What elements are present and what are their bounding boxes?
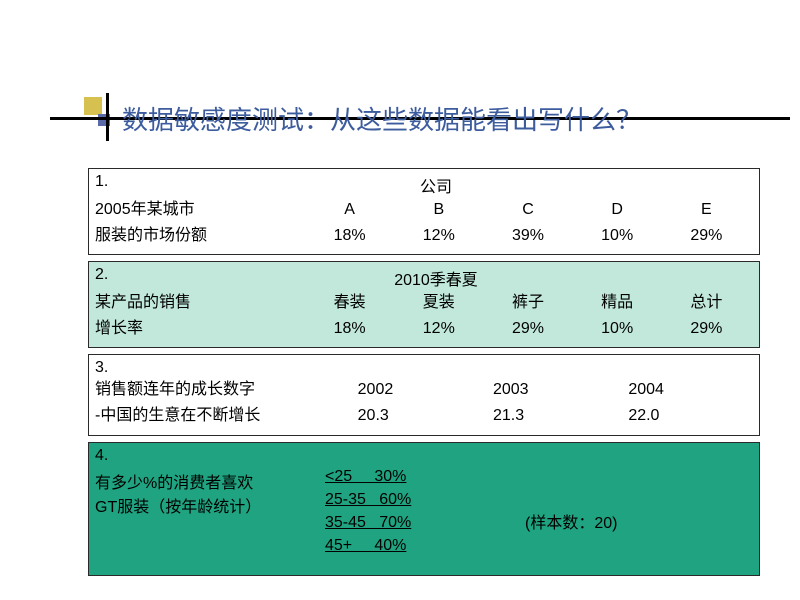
box2-r1c2: 29% bbox=[490, 316, 566, 342]
box4-left-line1: 有多少%的消费者喜欢 bbox=[95, 469, 325, 493]
box2-row1-label: 增长率 bbox=[95, 316, 305, 342]
box2-r0c1: 夏装 bbox=[401, 290, 477, 316]
box2-r0c2: 裤子 bbox=[490, 290, 566, 316]
box2-row0-label: 某产品的销售 bbox=[95, 290, 305, 316]
box3-num: 3. bbox=[95, 359, 121, 377]
box3-r0c1: 2003 bbox=[493, 377, 603, 403]
box1-r0c4: E bbox=[668, 197, 744, 223]
box3-r0c0: 2002 bbox=[358, 377, 468, 403]
box1-r1c0: 18% bbox=[312, 223, 388, 249]
box4-mid-1: 25-35 60% bbox=[325, 488, 525, 511]
box3-r1c1: 21.3 bbox=[493, 403, 603, 429]
box1-r0c0: A bbox=[312, 197, 388, 223]
box4-mid-2: 35-45 70% bbox=[325, 511, 525, 534]
box-1: 1. 公司 2005年某城市 A B C D E 服装的市场份额 18% 12% bbox=[88, 168, 760, 255]
box1-r0c3: D bbox=[579, 197, 655, 223]
box1-r1c4: 29% bbox=[668, 223, 744, 249]
content-area: 1. 公司 2005年某城市 A B C D E 服装的市场份额 18% 12% bbox=[88, 168, 760, 582]
box-4: 4. 有多少%的消费者喜欢 GT服装（按年龄统计） <25 30% 25-35 … bbox=[88, 442, 760, 577]
box4-left-line2: GT服装（按年龄统计） bbox=[95, 493, 325, 517]
box2-r1c4: 29% bbox=[668, 316, 744, 342]
slide-title: 数据敏感度测试：从这些数据能看出写什么？ bbox=[50, 100, 750, 137]
box1-r1c3: 10% bbox=[579, 223, 655, 249]
box3-r1c0: 20.3 bbox=[358, 403, 468, 429]
box1-row0-label: 2005年某城市 bbox=[95, 197, 305, 223]
box1-r0c1: B bbox=[401, 197, 477, 223]
box1-row1-label: 服装的市场份额 bbox=[95, 223, 305, 249]
box1-num: 1. bbox=[95, 173, 121, 197]
box4-sample-size: (样本数：20) bbox=[525, 465, 751, 558]
box-3: 3. 销售额连年的成长数字 2002 2003 2004 -中国的生意在不断增长… bbox=[88, 354, 760, 435]
box2-num: 2. bbox=[95, 266, 121, 290]
box4-mid-3: 45+ 40% bbox=[325, 534, 525, 557]
box1-r1c1: 12% bbox=[401, 223, 477, 249]
box3-row1-label: -中国的生意在不断增长 bbox=[95, 403, 345, 429]
box2-header: 2010季春夏 bbox=[121, 266, 751, 290]
box1-header: 公司 bbox=[121, 173, 751, 197]
box2-r1c3: 10% bbox=[579, 316, 655, 342]
box3-r1c2: 22.0 bbox=[628, 403, 738, 429]
box3-row0-label: 销售额连年的成长数字 bbox=[95, 377, 345, 403]
box2-r0c4: 总计 bbox=[668, 290, 744, 316]
box2-r1c0: 18% bbox=[312, 316, 388, 342]
box2-r0c3: 精品 bbox=[579, 290, 655, 316]
box2-r0c0: 春装 bbox=[312, 290, 388, 316]
box-2: 2. 2010季春夏 某产品的销售 春装 夏装 裤子 精品 总计 增长率 18%… bbox=[88, 261, 760, 348]
box4-num: 4. bbox=[95, 447, 121, 465]
box3-r0c2: 2004 bbox=[628, 377, 738, 403]
box2-r1c1: 12% bbox=[401, 316, 477, 342]
box4-age-table: <25 30% 25-35 60% 35-45 70% 45+ 40% bbox=[325, 465, 525, 558]
box4-mid-0: <25 30% bbox=[325, 465, 525, 488]
box1-r1c2: 39% bbox=[490, 223, 566, 249]
box1-r0c2: C bbox=[490, 197, 566, 223]
